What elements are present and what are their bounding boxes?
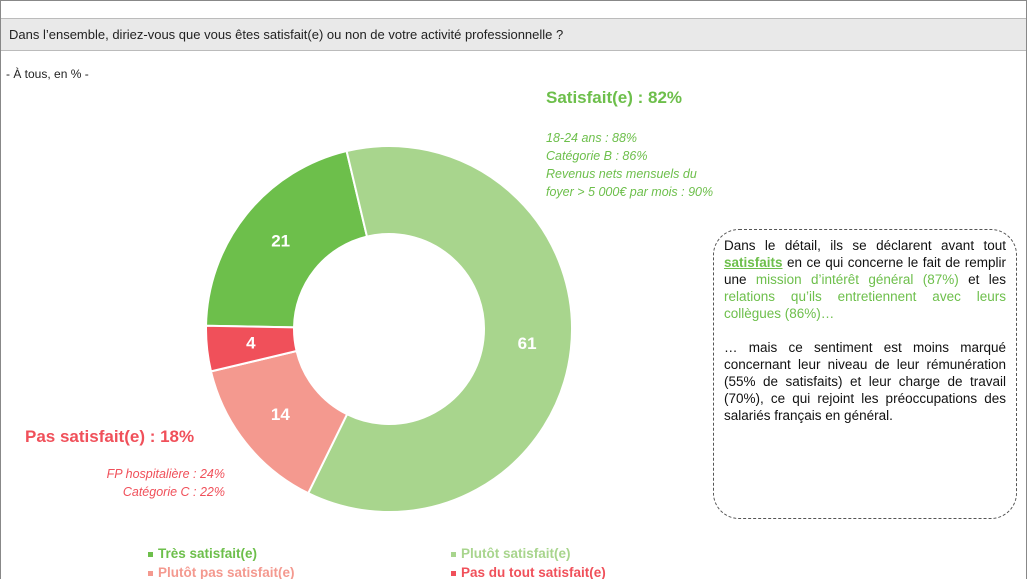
note-text: mission d’intérêt général (87%) (755, 272, 959, 287)
donut-slice (205, 324, 298, 373)
header-bar: Dans l’ensemble, diriez-vous que vous êt… (1, 18, 1026, 51)
note-paragraph: Dans le détail, ils se déclarent avant t… (724, 237, 1006, 322)
note-paragraph: … mais ce sentiment est moins marqué con… (724, 339, 1006, 424)
annotation-line: Catégorie B : 86% (546, 149, 648, 163)
legend-label: Très satisfait(e) (158, 546, 258, 561)
chart-title: Dans l’ensemble, diriez-vous que vous êt… (9, 27, 564, 42)
legend-label: Pas du tout satisfait(e) (461, 565, 606, 579)
subtitle: - À tous, en % - (6, 67, 89, 81)
slice-label: 61 (518, 334, 537, 353)
note-text: satisfaits (724, 255, 783, 270)
slice-label: 21 (271, 231, 290, 250)
annotation-line: Catégorie C : 22% (122, 485, 225, 499)
donut-slice (205, 149, 369, 329)
legend-marker (451, 552, 456, 557)
legend-marker (148, 571, 153, 576)
annotation-line: foyer > 5 000€ par mois : 90% (546, 185, 714, 199)
note-text: … mais ce sentiment est moins marqué con… (724, 340, 1006, 423)
annotation-line: FP hospitalière : 24% (106, 467, 225, 481)
note-text: relations qu’ils entretiennent avec leur… (724, 289, 1006, 321)
note-box: Dans le détail, ils se déclarent avant t… (713, 229, 1017, 519)
slice-label: 14 (271, 405, 290, 424)
legend-marker (451, 571, 456, 576)
note-text: en ce qui concerne le fait de remplir un… (724, 255, 1006, 287)
note-text: Dans le détail, ils se déclarent avant t… (724, 238, 1006, 253)
annotation-line: Revenus nets mensuels du (546, 167, 697, 181)
annotation-line: 18-24 ans : 88% (546, 131, 638, 145)
annotation-heading: Satisfait(e) : 82% (546, 88, 683, 107)
slice-label: 4 (246, 333, 256, 352)
legend-label: Plutôt pas satisfait(e) (158, 565, 295, 579)
note-text: et les (958, 272, 1006, 287)
legend-marker (148, 552, 153, 557)
annotation-heading: Pas satisfait(e) : 18% (25, 427, 195, 446)
donut-slice (306, 145, 573, 513)
legend-label: Plutôt satisfait(e) (461, 546, 571, 561)
